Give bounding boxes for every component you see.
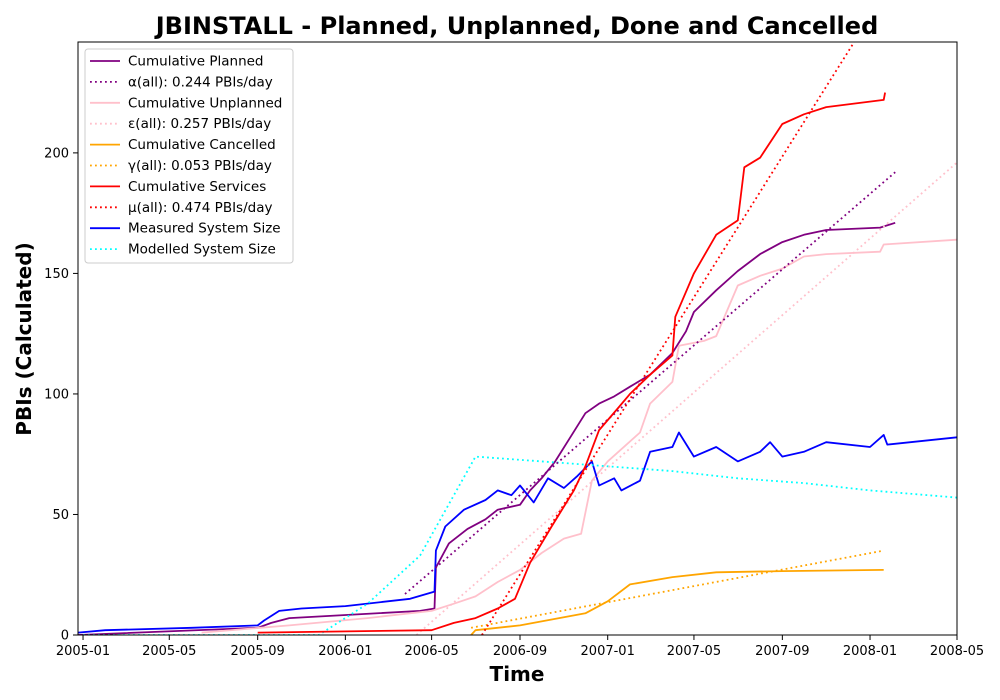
x-axis-title: Time — [490, 662, 545, 686]
legend-label: ε(all): 0.257 PBIs/day — [128, 116, 271, 132]
x-axis: 2005-01 2005-05 2005-09 2006-01 2006-05 2006-… — [56, 635, 984, 659]
y-tick-label: 100 — [44, 387, 69, 402]
legend-label: Cumulative Unplanned — [128, 95, 282, 111]
plot-area: 2005-01 2005-05 2005-09 2006-01 2006-05 2006-… — [44, 41, 984, 659]
series-line-cumulative-unplanned — [201, 238, 957, 634]
series-line-cumulative-services — [257, 92, 886, 634]
x-tick-label: 2005-01 — [56, 644, 110, 659]
legend: Cumulative Planned α(all): 0.244 PBIs/day… — [84, 48, 294, 264]
x-tick-label: 2006-01 — [318, 644, 372, 659]
x-tick-label: 2007-09 — [755, 644, 809, 659]
series-line-cumulative-planned — [78, 221, 896, 635]
legend-label: μ(all): 0.474 PBIs/day — [128, 200, 272, 216]
legend-label: γ(all): 0.053 PBIs/day — [128, 158, 272, 174]
x-tick-label: 2005-09 — [231, 644, 285, 659]
x-tick-label: 2008-05 — [930, 644, 984, 659]
series-line-measured-system-size — [78, 431, 957, 634]
y-tick-label: 200 — [44, 146, 69, 161]
legend-box — [84, 48, 294, 264]
legend-label: Modelled System Size — [128, 242, 276, 258]
y-tick-label: 0 — [61, 629, 69, 644]
x-tick-label: 2005-05 — [142, 644, 196, 659]
x-tick-label: 2007-01 — [581, 644, 635, 659]
legend-entries: Cumulative Planned α(all): 0.244 PBIs/day… — [90, 54, 282, 258]
series-line-all-0-474-pbis-day — [481, 42, 855, 635]
chart-title: JBINSTALL - Planned, Unplanned, Done and… — [154, 12, 879, 40]
legend-label: Cumulative Cancelled — [128, 137, 276, 153]
y-tick-label: 50 — [52, 508, 69, 523]
series-line-cumulative-cancelled — [470, 569, 884, 635]
y-axis: 0 50 100 150 200 — [44, 146, 78, 644]
legend-label: Cumulative Services — [128, 179, 266, 195]
x-tick-label: 2007-05 — [667, 644, 721, 659]
y-tick-label: 150 — [44, 267, 69, 282]
x-tick-label: 2008-01 — [843, 644, 897, 659]
x-tick-label: 2006-05 — [404, 644, 458, 659]
series-group — [78, 42, 957, 635]
y-axis-title: PBIs (Calculated) — [12, 242, 36, 435]
plot-frame — [77, 41, 958, 636]
legend-label: Measured System Size — [128, 221, 281, 237]
legend-label: α(all): 0.244 PBIs/day — [128, 74, 273, 90]
legend-label: Cumulative Planned — [128, 54, 264, 70]
x-tick-label: 2006-09 — [493, 644, 547, 659]
